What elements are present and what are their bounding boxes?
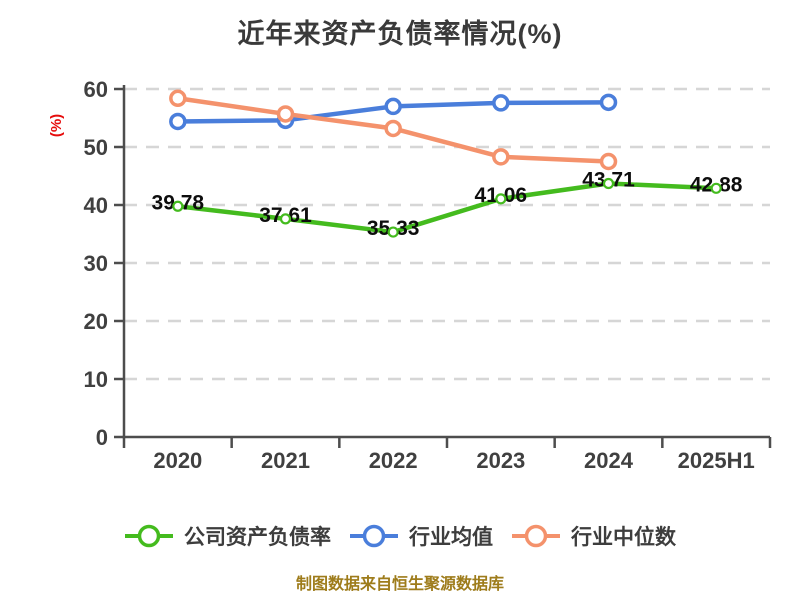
svg-text:2021: 2021 bbox=[261, 448, 310, 473]
legend-marker-blue-icon bbox=[350, 524, 398, 548]
legend-marker-green-icon bbox=[125, 524, 173, 548]
chart-title: 近年来资产负债率情况(%) bbox=[237, 19, 563, 49]
legend-item-industry-average: 行业均值 bbox=[349, 521, 493, 551]
svg-text:0: 0 bbox=[96, 425, 108, 450]
svg-text:2024: 2024 bbox=[584, 448, 634, 473]
legend-label-industry-average: 行业均值 bbox=[409, 526, 493, 549]
svg-text:20: 20 bbox=[84, 309, 108, 334]
svg-text:2022: 2022 bbox=[369, 448, 418, 473]
legend: 公司资产负债率 行业均值 行业中位数 bbox=[0, 521, 800, 551]
legend-label-industry-median: 行业中位数 bbox=[571, 526, 676, 549]
legend-marker-orange-icon bbox=[512, 524, 560, 548]
svg-text:10: 10 bbox=[84, 367, 108, 392]
legend-item-industry-median: 行业中位数 bbox=[511, 521, 676, 551]
plot-area: 0102030405060202020212022202320242025H13… bbox=[84, 77, 772, 473]
legend-item-company-debt-ratio: 公司资产负债率 bbox=[124, 521, 331, 551]
data-source-note: 制图数据来自恒生聚源数据库 bbox=[295, 576, 504, 593]
svg-text:60: 60 bbox=[84, 77, 108, 102]
svg-text:2023: 2023 bbox=[476, 448, 525, 473]
svg-text:30: 30 bbox=[84, 251, 108, 276]
svg-text:40: 40 bbox=[84, 193, 108, 218]
svg-text:50: 50 bbox=[84, 135, 108, 160]
svg-text:2020: 2020 bbox=[153, 448, 202, 473]
svg-text:2025H1: 2025H1 bbox=[678, 448, 755, 473]
legend-label-company-debt-ratio: 公司资产负债率 bbox=[184, 526, 331, 549]
